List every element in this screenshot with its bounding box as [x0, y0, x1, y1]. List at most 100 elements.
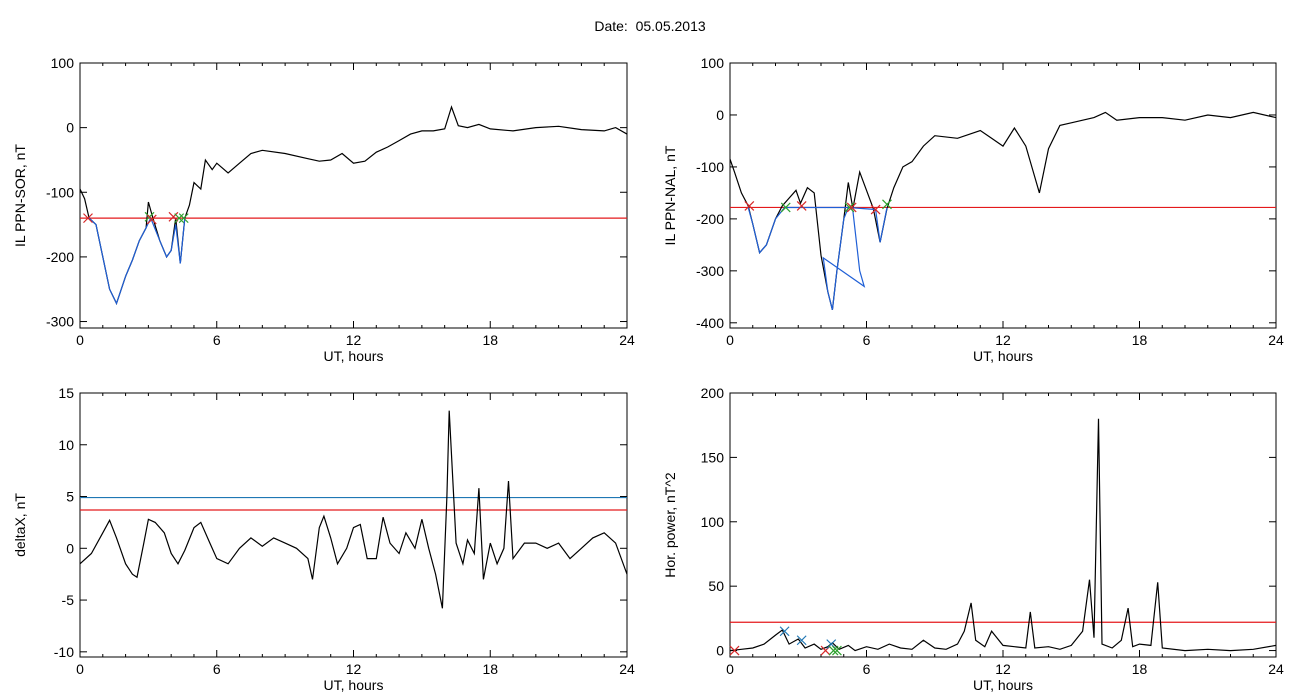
- marker-stroke: [146, 214, 157, 225]
- chart-p1: 0 6 12 18 24 100 0 -100 -200 -300 UT, hours IL PPN-…: [12, 55, 635, 364]
- event-marker: [846, 202, 857, 213]
- marker-stroke: [796, 200, 807, 211]
- x-tick-label: 6: [863, 332, 871, 348]
- y-axis-label: Hor. power, nT^2: [662, 472, 678, 578]
- event-marker: [729, 645, 740, 656]
- y-tick-label: 50: [708, 578, 724, 594]
- event-marker: [779, 626, 790, 637]
- x-axis-label: UT, hours: [973, 677, 1033, 693]
- marker-stroke: [174, 213, 185, 224]
- event-marker: [870, 204, 881, 215]
- x-tick-label: 24: [619, 332, 635, 348]
- chart-p4: 0 6 12 18 24 200 150 100 50 0 UT, hours Hor. power,…: [662, 385, 1284, 693]
- x-tick-label: 12: [346, 661, 362, 677]
- page-title: Date: 05.05.2013: [594, 18, 706, 34]
- y-tick-label: -200: [696, 211, 724, 227]
- event-marker: [796, 635, 807, 646]
- series-line: [747, 206, 888, 310]
- plot-frame: [79, 62, 628, 329]
- y-tick-label: -300: [46, 314, 74, 330]
- event-marker: [168, 211, 179, 222]
- plot-frame: [729, 62, 1277, 329]
- y-axis-label: IL PPN-NAL, nT: [662, 145, 678, 245]
- event-marker: [174, 213, 185, 224]
- marker-stroke: [846, 202, 857, 213]
- marker-stroke: [828, 645, 839, 656]
- event-marker: [146, 214, 157, 225]
- series-line: [730, 111, 1276, 310]
- marker-stroke: [744, 200, 755, 211]
- event-marker: [828, 645, 839, 656]
- y-tick-label: 0: [716, 107, 724, 123]
- x-tick-label: 24: [1268, 332, 1284, 348]
- x-axis-label: UT, hours: [324, 348, 384, 364]
- x-tick-label: 18: [1132, 332, 1148, 348]
- marker-stroke: [729, 645, 740, 656]
- y-tick-label: 10: [58, 437, 74, 453]
- y-tick-label: 150: [701, 449, 725, 465]
- y-tick-label: 100: [51, 55, 75, 71]
- plot-frame: [79, 392, 628, 658]
- x-axis-label: UT, hours: [324, 677, 384, 693]
- marker-stroke: [870, 204, 881, 215]
- y-tick-label: 100: [701, 514, 725, 530]
- x-tick-label: 18: [482, 661, 498, 677]
- x-tick-label: 12: [346, 332, 362, 348]
- x-tick-label: 6: [213, 661, 221, 677]
- y-tick-label: 200: [701, 385, 725, 401]
- event-marker: [744, 200, 755, 211]
- x-tick-label: 0: [76, 332, 84, 348]
- x-axis-label: UT, hours: [973, 348, 1033, 364]
- x-tick-label: 0: [76, 661, 84, 677]
- event-marker: [796, 200, 807, 211]
- y-tick-label: -100: [46, 184, 74, 200]
- marker-stroke: [826, 639, 837, 650]
- marker-stroke: [178, 213, 189, 224]
- x-tick-label: 18: [482, 332, 498, 348]
- event-marker: [780, 202, 791, 213]
- marker-stroke: [83, 213, 93, 224]
- event-marker: [882, 199, 892, 210]
- marker-stroke: [844, 202, 855, 213]
- marker-stroke: [168, 211, 179, 222]
- x-tick-label: 6: [863, 661, 871, 677]
- y-tick-label: -200: [46, 249, 74, 265]
- y-tick-label: 0: [66, 540, 74, 556]
- y-tick-label: -400: [696, 315, 724, 331]
- chart-p2: 0 6 12 18 24 100 0 -100 -200 -300 -400 UT, hours IL …: [662, 55, 1284, 364]
- x-tick-label: 24: [1268, 661, 1284, 677]
- y-tick-label: -5: [62, 592, 75, 608]
- event-marker: [178, 213, 189, 224]
- event-marker: [844, 202, 855, 213]
- x-tick-label: 12: [995, 661, 1011, 677]
- y-tick-label: 5: [66, 489, 74, 505]
- series-line: [88, 216, 186, 305]
- y-tick-label: 15: [58, 385, 74, 401]
- x-tick-label: 0: [726, 332, 734, 348]
- marker-stroke: [832, 645, 842, 656]
- marker-stroke: [780, 202, 791, 213]
- x-tick-label: 18: [1132, 661, 1148, 677]
- y-tick-label: -300: [696, 263, 724, 279]
- plot-frame: [729, 392, 1277, 658]
- x-tick-label: 24: [619, 661, 635, 677]
- y-axis-label: deltaX, nT: [12, 493, 28, 557]
- y-tick-label: -100: [696, 159, 724, 175]
- series-line: [730, 418, 1276, 652]
- y-axis-label: IL PPN-SOR, nT: [12, 144, 28, 247]
- marker-stroke: [882, 199, 892, 210]
- series-line: [80, 105, 627, 305]
- event-marker: [832, 645, 842, 656]
- marker-stroke: [779, 626, 790, 637]
- y-tick-label: 100: [701, 55, 725, 71]
- x-tick-label: 0: [726, 661, 734, 677]
- x-tick-label: 6: [213, 332, 221, 348]
- event-marker: [83, 213, 93, 224]
- y-tick-label: -10: [54, 644, 74, 660]
- x-tick-label: 12: [995, 332, 1011, 348]
- marker-stroke: [796, 635, 807, 646]
- chart-p3: 0 6 12 18 24 15 10 5 0 -5 -10 UT, hours deltaX, nT: [12, 385, 635, 693]
- y-tick-label: 0: [716, 643, 724, 659]
- y-tick-label: 0: [66, 120, 74, 136]
